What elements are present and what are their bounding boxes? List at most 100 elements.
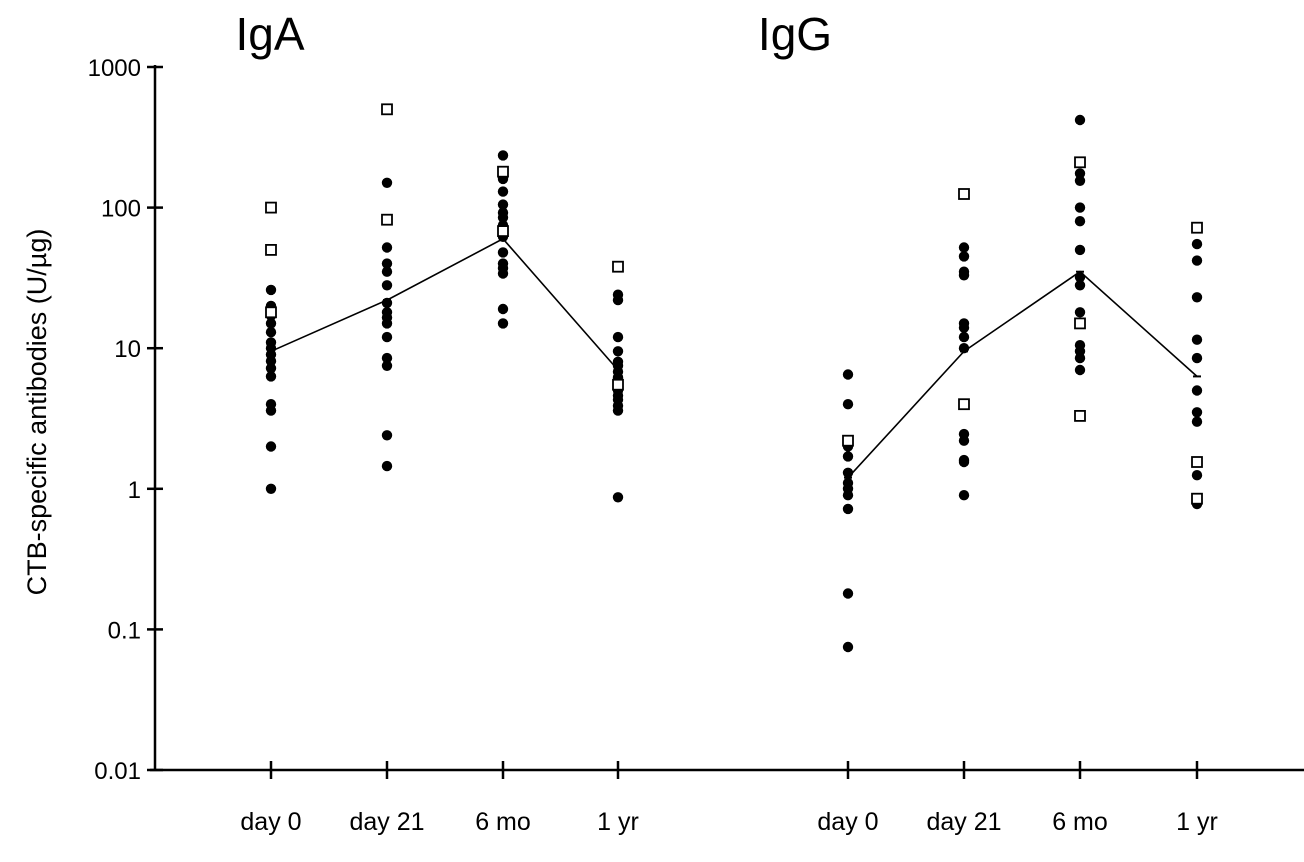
filled-point [381,360,393,371]
x-tick-label: 6 mo [1052,808,1108,836]
mean-line [270,237,619,371]
filled-point [1074,244,1086,256]
filled-point [381,177,393,188]
filled-point [1074,202,1086,213]
filled-point [842,503,854,515]
open-point [612,260,624,273]
filled-point [612,331,624,343]
open-point [1074,409,1086,422]
open-point [381,103,393,116]
x-ticks: day 0 day 21 6 mo 1 yr day 0 day 21 6 mo 1 yr [240,761,1218,836]
filled-point [1191,470,1203,481]
y-ticks: 0.01 0.1 1 10 100 1000 [88,55,163,785]
y-tick-label: 10 [114,336,141,363]
filled-point [497,258,509,269]
filled-point [265,337,277,348]
open-point [1191,492,1203,505]
filled-point [1191,255,1203,266]
open-point [1074,317,1086,330]
x-tick-label: 1 yr [1176,808,1218,836]
filled-point [1074,272,1086,283]
filled-point [958,266,970,277]
panel-igg [842,114,1203,653]
filled-point [497,207,509,218]
x-tick-label: day 21 [926,808,1001,836]
open-point [1191,221,1203,234]
y-tick-label: 1 [128,477,141,504]
filled-point [612,492,624,503]
filled-point [381,266,393,277]
filled-point [958,242,970,253]
open-point [265,243,277,256]
panel-title: IgA [235,8,304,60]
filled-point [497,186,509,197]
filled-point [1074,168,1086,179]
filled-point [265,318,277,329]
filled-point [381,352,393,364]
filled-point [1074,307,1086,318]
y-tick-label: 0.01 [94,758,141,785]
open-point [265,306,277,319]
filled-point [265,483,277,494]
open-point [612,378,624,391]
filled-point [265,284,277,296]
filled-point [381,297,393,309]
mean-line [847,270,1198,479]
filled-point [497,318,509,329]
filled-point [612,289,624,300]
open-point [381,213,393,226]
filled-point [381,280,393,291]
filled-point [842,641,854,653]
y-tick-label: 100 [101,196,141,223]
panel-title: IgG [758,8,832,60]
x-tick-label: day 21 [349,808,424,836]
open-point [1191,456,1203,468]
filled-point [958,454,970,466]
open-point [958,398,970,411]
filled-point [958,331,970,343]
filled-point [842,588,854,599]
plot-area [265,103,1203,653]
filled-point [1191,416,1203,427]
filled-point [612,356,624,367]
panel-titles: IgA IgG [235,8,832,60]
filled-point [842,369,854,380]
filled-point [1074,175,1086,186]
filled-point [958,251,970,262]
filled-point [381,460,393,472]
panel-iga [265,103,624,503]
filled-point [842,467,854,478]
x-tick-label: day 0 [817,808,878,836]
filled-point [1074,340,1086,351]
filled-point [1191,238,1203,250]
filled-point [1074,280,1086,291]
filled-point [842,399,854,410]
filled-point [958,318,970,329]
x-tick-label: 6 mo [475,808,531,836]
y-tick-label: 1000 [88,55,141,82]
filled-point [958,490,970,501]
filled-point [842,477,854,489]
filled-point [1191,407,1203,418]
open-point [497,165,509,178]
filled-point [381,242,393,253]
filled-point [842,451,854,462]
filled-point [381,258,393,269]
x-axis: day 0 day 21 6 mo 1 yr day 0 day 21 6 mo 1 yr [150,761,1304,836]
x-tick-label: 1 yr [597,808,639,836]
open-point [265,201,277,214]
filled-point [265,327,277,338]
filled-point [1191,292,1203,303]
filled-point [381,430,393,441]
open-point [1074,156,1086,169]
y-axis-label: CTB-specific antibodies (U/µg) [22,229,52,596]
filled-point [612,346,624,357]
filled-point [497,150,509,161]
filled-point [497,199,509,210]
filled-point [958,428,970,440]
y-tick-label: 0.1 [108,617,141,644]
filled-point [1191,334,1203,345]
filled-point [1191,352,1203,364]
x-tick-label: day 0 [240,808,301,836]
